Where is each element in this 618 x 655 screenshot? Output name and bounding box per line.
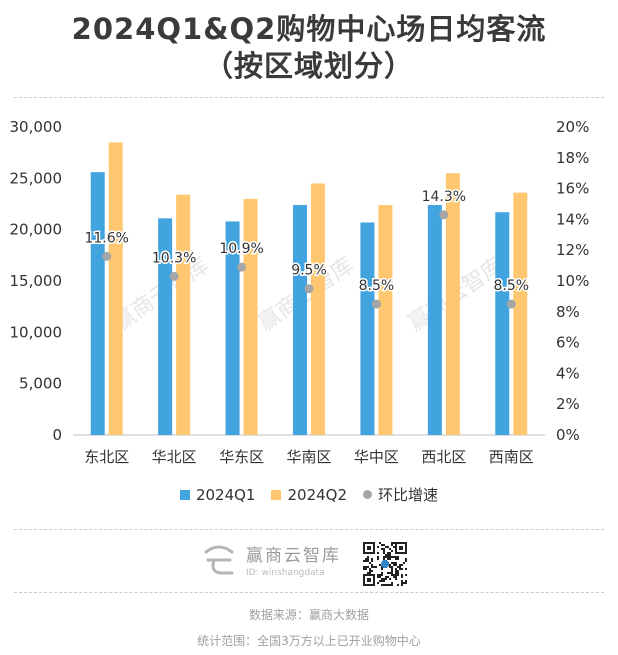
y-left-tick-label: 5,000 bbox=[19, 375, 62, 393]
brand-logo-icon bbox=[204, 545, 234, 575]
growth-data-label: 9.5% bbox=[291, 263, 327, 279]
source-note: 数据来源：赢商大数据 bbox=[248, 608, 369, 622]
bar-2024q2 bbox=[378, 205, 393, 435]
y-left-tick-label: 20,000 bbox=[10, 221, 63, 239]
growth-point bbox=[102, 251, 112, 261]
bar-2024q2 bbox=[513, 192, 528, 435]
y-left-tick-label: 0 bbox=[52, 426, 62, 444]
growth-point bbox=[439, 210, 449, 220]
bars-group bbox=[90, 142, 528, 435]
x-tick-label: 华北区 bbox=[152, 448, 197, 466]
top-divider bbox=[14, 97, 604, 98]
bar-2024q1 bbox=[293, 205, 307, 435]
brand-id: ID: winshangdata bbox=[246, 567, 325, 578]
bar-2024q2 bbox=[176, 194, 191, 435]
growth-data-label: 11.6% bbox=[84, 230, 128, 246]
legend-swatch-q1 bbox=[179, 489, 190, 500]
bar-2024q1 bbox=[158, 218, 173, 435]
x-tick-label: 华中区 bbox=[354, 448, 399, 466]
middle-divider bbox=[14, 529, 604, 530]
bar-2024q1 bbox=[427, 205, 442, 435]
bar-2024q1 bbox=[90, 172, 105, 435]
y-right-tick-label: 0% bbox=[556, 426, 580, 444]
y-left-tick-label: 10,000 bbox=[10, 323, 63, 341]
legend-swatch-growth bbox=[363, 490, 373, 499]
axes-group: 0 5,000 10,000 15,000 20,000 25,000 30,000 0% 2%… bbox=[10, 118, 590, 466]
bar-2024q2 bbox=[311, 183, 325, 435]
y-right-tick-label: 14% bbox=[556, 210, 589, 228]
growth-point bbox=[237, 262, 247, 272]
chart-area: 赢商云智库赢商云智库赢商云智库 05,00010,00015,00020,000… bbox=[10, 118, 590, 466]
bar-2024q2 bbox=[108, 142, 123, 435]
legend-item-q2: 2024Q2 bbox=[271, 484, 347, 505]
legend-label-q1: 2024Q1 bbox=[195, 485, 256, 504]
y-right-tick-label: 2% bbox=[556, 395, 580, 413]
points-group: 11.6% 10.3% 10.9% 9.5% 8.5% 14.3% 8.5% bbox=[83, 187, 531, 309]
y-left-tick-label: 25,000 bbox=[10, 169, 63, 187]
legend-label-growth: 环比增速 bbox=[378, 486, 439, 504]
growth-data-label: 8.5% bbox=[359, 278, 395, 294]
y-right-tick-label: 20% bbox=[556, 118, 589, 136]
y-left-tick-label: 30,000 bbox=[10, 118, 63, 136]
legend-item-growth: 环比增速 bbox=[363, 484, 438, 505]
bar-2024q2 bbox=[445, 173, 460, 435]
brand-block: 赢商云智库 ID: winshangdata bbox=[200, 540, 341, 578]
legend: 2024Q1 2024Q2 环比增速 bbox=[0, 484, 618, 505]
y-right-tick-label: 16% bbox=[556, 180, 589, 198]
growth-point bbox=[169, 271, 179, 281]
bar-2024q1 bbox=[495, 212, 510, 435]
y-right-tick-label: 12% bbox=[556, 241, 589, 259]
bar-2024q1 bbox=[360, 222, 375, 435]
y-right-tick-label: 8% bbox=[556, 303, 580, 321]
x-tick-label: 西北区 bbox=[421, 448, 466, 466]
y-left-tick-label: 15,000 bbox=[10, 272, 63, 290]
legend-label-q2: 2024Q2 bbox=[287, 485, 348, 504]
y-right-tick-label: 18% bbox=[556, 149, 589, 167]
growth-point bbox=[304, 284, 314, 294]
bottom-divider bbox=[14, 592, 604, 593]
growth-data-label: 8.5% bbox=[493, 278, 529, 294]
growth-data-label: 10.9% bbox=[219, 241, 263, 257]
chart-subtitle: （按区域划分） bbox=[203, 49, 414, 83]
scope-note: 统计范围：全国3万方以上已开业购物中心 bbox=[197, 634, 421, 648]
growth-data-label: 14.3% bbox=[422, 189, 466, 205]
chart-title: 2024Q1&Q2购物中心场日均客流 bbox=[71, 12, 547, 46]
growth-data-label: 10.3% bbox=[152, 250, 196, 266]
bar-2024q2 bbox=[243, 198, 258, 435]
legend-item-q1: 2024Q1 bbox=[179, 484, 256, 505]
legend-swatch-q2 bbox=[271, 489, 282, 500]
y-right-tick-label: 10% bbox=[556, 272, 589, 290]
x-tick-label: 西南区 bbox=[489, 448, 534, 466]
y-right-tick-label: 4% bbox=[556, 364, 580, 382]
growth-point bbox=[371, 299, 381, 309]
qr-code-icon bbox=[363, 542, 407, 586]
growth-point bbox=[506, 299, 516, 309]
bar-2024q1 bbox=[225, 221, 240, 435]
brand-name: 赢商云智库 bbox=[246, 545, 341, 566]
x-tick-label: 华南区 bbox=[286, 448, 331, 466]
x-tick-label: 东北区 bbox=[84, 448, 129, 466]
x-tick-label: 华东区 bbox=[219, 448, 264, 466]
y-right-tick-label: 6% bbox=[556, 334, 580, 352]
